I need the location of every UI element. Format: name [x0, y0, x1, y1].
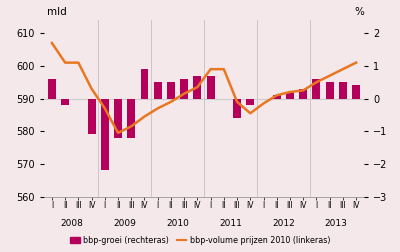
Bar: [352, 85, 360, 99]
Text: %: %: [354, 7, 364, 17]
Text: 2010: 2010: [166, 219, 189, 229]
Bar: [312, 79, 320, 99]
Bar: [88, 99, 96, 135]
Bar: [127, 99, 135, 138]
Text: 2013: 2013: [325, 219, 348, 229]
Bar: [101, 99, 109, 170]
Bar: [299, 89, 307, 99]
Bar: [339, 82, 347, 99]
Text: 2012: 2012: [272, 219, 295, 229]
Bar: [273, 95, 281, 99]
Bar: [114, 99, 122, 138]
Text: 2011: 2011: [219, 219, 242, 229]
Bar: [61, 99, 69, 105]
Bar: [233, 99, 241, 118]
Legend: bbp-groei (rechteras), bbp-volume prijzen 2010 (linkeras): bbp-groei (rechteras), bbp-volume prijze…: [67, 233, 333, 248]
Bar: [194, 76, 201, 99]
Bar: [326, 82, 334, 99]
Bar: [180, 79, 188, 99]
Text: mld: mld: [47, 7, 67, 17]
Bar: [246, 99, 254, 105]
Bar: [286, 92, 294, 99]
Bar: [154, 82, 162, 99]
Bar: [48, 79, 56, 99]
Text: 2008: 2008: [60, 219, 83, 229]
Bar: [207, 76, 214, 99]
Text: 2009: 2009: [113, 219, 136, 229]
Bar: [167, 82, 175, 99]
Bar: [140, 69, 148, 99]
